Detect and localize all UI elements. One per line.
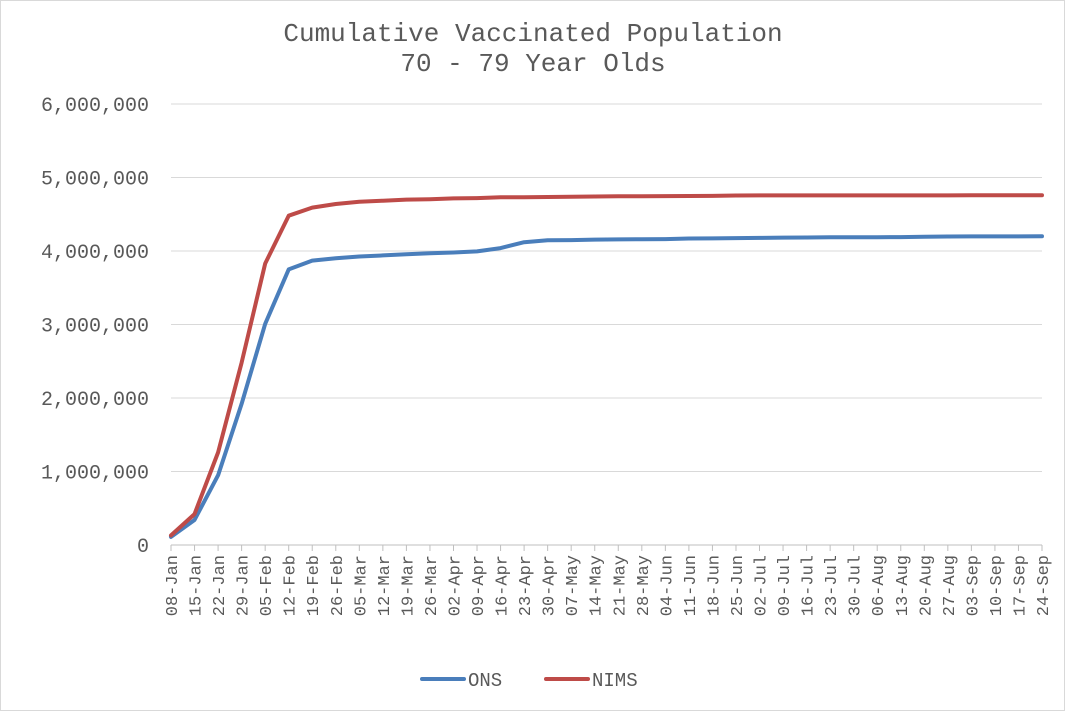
x-tick-label: 24-Sep [1035, 555, 1054, 616]
x-tick-label: 30-Jul [847, 555, 866, 616]
y-axis-tick-labels: 0 1,000,000 2,000,000 3,000,000 4,000,000 5,0… [41, 95, 149, 559]
x-tick-label: 22-Jan [211, 555, 230, 616]
x-tick-label: 13-Aug [894, 555, 913, 616]
y-tick-label: 6,000,000 [41, 95, 149, 118]
y-tick-label: 1,000,000 [41, 463, 149, 486]
x-tick-label: 17-Sep [1011, 555, 1030, 616]
series-line-ons [169, 234, 1044, 539]
x-tick-label: 12-Mar [376, 555, 395, 616]
x-tick-label: 07-May [564, 555, 583, 616]
x-tick-label: 10-Sep [988, 555, 1007, 616]
x-tick-label: 27-Aug [941, 555, 960, 616]
x-tick-label: 09-Jul [776, 555, 795, 616]
x-tick-label: 16-Apr [494, 555, 513, 616]
y-tick-label: 3,000,000 [41, 316, 149, 339]
series-lines [169, 193, 1044, 539]
y-tick-label: 2,000,000 [41, 389, 149, 412]
y-tick-label: 0 [137, 536, 149, 559]
x-tick-label: 09-Apr [470, 555, 489, 616]
x-tick-label: 30-Apr [541, 555, 560, 616]
x-tick-label: 20-Aug [917, 555, 936, 616]
x-tick-label: 26-Mar [423, 555, 442, 616]
x-tick-label: 11-Jun [682, 555, 701, 616]
y-tick-label: 5,000,000 [41, 169, 149, 192]
series-line-nims [169, 193, 1044, 538]
x-tick-label: 14-May [588, 555, 607, 616]
x-tick-label: 02-Apr [446, 555, 465, 616]
x-tick-label: 05-Feb [258, 555, 277, 616]
x-tick-label: 19-Mar [399, 555, 418, 616]
x-tick-label: 05-Mar [352, 555, 371, 616]
x-tick-label: 21-May [611, 555, 630, 616]
x-tick-label: 04-Jun [658, 555, 677, 616]
legend-label-ons: ONS [468, 670, 502, 692]
x-tick-label: 26-Feb [329, 555, 348, 616]
x-tick-label: 15-Jan [188, 555, 207, 616]
x-tick-label: 25-Jun [729, 555, 748, 616]
x-tick-label: 08-Jan [164, 555, 183, 616]
x-axis-tick-labels: 08-Jan 15-Jan 22-Jan 29-Jan 05-Feb 12-Feb 19-F… [164, 555, 1054, 616]
gridlines [170, 103, 1043, 551]
x-tick-label: 23-Jul [823, 555, 842, 616]
x-tick-label: 28-May [635, 555, 654, 616]
x-tick-label: 12-Feb [282, 555, 301, 616]
x-tick-label: 23-Apr [517, 555, 536, 616]
x-tick-label: 16-Jul [800, 555, 819, 616]
x-tick-label: 02-Jul [753, 555, 772, 616]
x-tick-label: 29-Jan [235, 555, 254, 616]
x-tick-label: 06-Aug [870, 555, 889, 616]
x-tick-label: 18-Jun [705, 555, 724, 616]
chart-title: Cumulative Vaccinated Population [283, 19, 782, 49]
legend-label-nims: NIMS [592, 670, 638, 692]
chart-subtitle: 70 - 79 Year Olds [400, 49, 665, 79]
y-tick-label: 4,000,000 [41, 242, 149, 265]
legend: ONS NIMS [420, 670, 638, 692]
x-tick-label: 03-Sep [964, 555, 983, 616]
x-tick-label: 19-Feb [305, 555, 324, 616]
